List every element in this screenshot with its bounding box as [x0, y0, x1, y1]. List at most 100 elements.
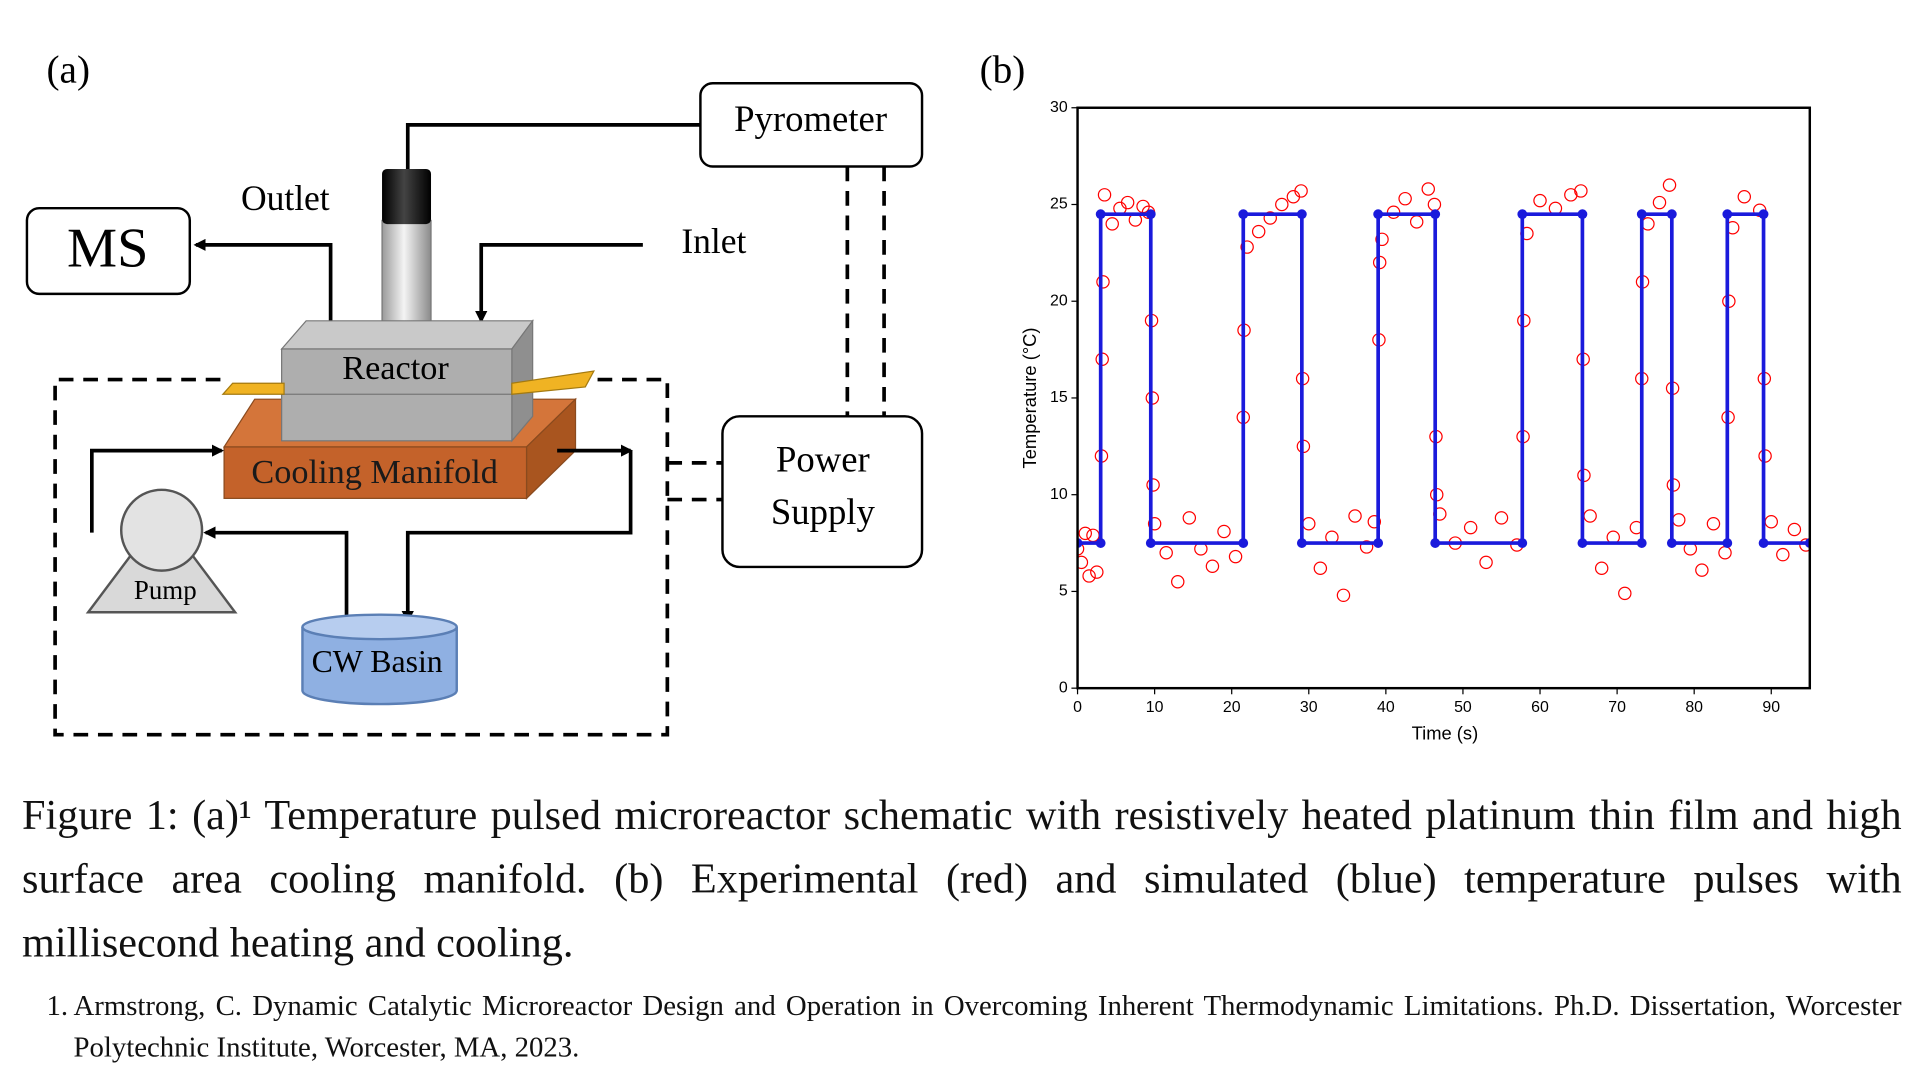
- experimental-point: [1662, 178, 1677, 192]
- x-axis-label: Time (s): [1412, 723, 1479, 744]
- simulated-point: [1577, 209, 1588, 220]
- experimental-point: [1263, 211, 1277, 225]
- coolant-arrow: [90, 444, 225, 533]
- x-tick-label: 80: [1685, 699, 1703, 716]
- simulated-point: [1758, 538, 1769, 548]
- experimental-point: [1251, 224, 1266, 239]
- x-tick-label: 70: [1608, 699, 1626, 716]
- experimental-point: [1367, 515, 1382, 529]
- basin-top: [301, 613, 458, 641]
- experimental-point: [1159, 545, 1173, 560]
- control-loop: [53, 377, 670, 737]
- manifold-label: Cooling Manifold: [251, 453, 498, 491]
- experimental-point: [1171, 575, 1185, 589]
- simulated-point: [1145, 209, 1156, 220]
- footnote: 1. Armstrong, C. Dynamic Catalytic Micro…: [47, 986, 1902, 1069]
- pyrometer-cable: [405, 123, 701, 172]
- experimental-point: [1205, 559, 1220, 574]
- experimental-point: [1302, 516, 1316, 531]
- x-tick-label: 50: [1454, 699, 1472, 716]
- experimental-point: [1421, 182, 1435, 196]
- experimental-point: [1182, 511, 1197, 525]
- outlet-label: Outlet: [241, 178, 330, 218]
- experimental-point: [1077, 555, 1089, 570]
- simulated-point: [1095, 538, 1106, 548]
- x-tick-label: 20: [1223, 699, 1241, 716]
- simulated-point: [1145, 538, 1156, 548]
- experimental-point: [1494, 511, 1509, 525]
- experimental-point: [1409, 215, 1424, 229]
- experimental-point: [1463, 520, 1478, 535]
- experimental-point: [1564, 188, 1578, 202]
- experimental-point: [1096, 275, 1110, 289]
- simulated-point: [1095, 209, 1106, 220]
- schematic: (a) MS Outlet Pyrometer Inlet Cooling Ma…: [25, 48, 924, 737]
- experimental-point: [1652, 195, 1667, 210]
- coolant-arrow: [203, 526, 349, 627]
- x-tick-label: 30: [1300, 699, 1318, 716]
- experimental-point: [1479, 555, 1493, 570]
- footnote-box: 1. Armstrong, C. Dynamic Catalytic Micro…: [47, 986, 1902, 1069]
- basin-label: CW Basin: [312, 644, 443, 679]
- experimental-point: [1120, 195, 1135, 210]
- experimental-point: [1240, 240, 1254, 254]
- coolant-arrow: [401, 450, 633, 624]
- simulated-point: [1577, 538, 1588, 548]
- experimental-point: [1359, 540, 1374, 554]
- experimental-point: [1386, 205, 1401, 219]
- ms-label: MS: [67, 217, 148, 279]
- x-tick-label: 40: [1377, 699, 1395, 716]
- experimental-point: [1077, 542, 1085, 556]
- x-tick-label: 0: [1073, 699, 1082, 716]
- data-layer: [1077, 178, 1810, 603]
- experimental-point: [1618, 586, 1632, 601]
- experimental-point: [1275, 197, 1289, 212]
- experimental-point: [1336, 588, 1351, 603]
- experimental-point: [1672, 513, 1686, 527]
- experimental-point: [1348, 509, 1362, 523]
- y-tick-label: 10: [1050, 486, 1068, 503]
- temperature-chart: (b) 0 10 20 30 40 50 60 70 80 90 0 5 10 15 20 25 30 Time…: [980, 48, 1812, 744]
- y-tick-label: 15: [1050, 389, 1068, 406]
- y-tick-label: 25: [1050, 196, 1068, 213]
- y-tick-label: 0: [1059, 679, 1068, 696]
- experimental-point: [1427, 197, 1442, 212]
- electrode-tab: [221, 382, 285, 395]
- experimental-point: [1574, 184, 1588, 198]
- simulated-point: [1722, 209, 1733, 220]
- plot-frame: [1076, 106, 1812, 690]
- power-supply-label: Power: [776, 438, 870, 479]
- experimental-point: [1294, 184, 1308, 198]
- ms-box: [25, 206, 192, 296]
- plot-area: 0 10 20 30 40 50 60 70 80 90 0 5 10 15 20 25 30: [1050, 99, 1812, 716]
- experimental-point: [1078, 526, 1092, 541]
- reactor-top: [280, 320, 534, 350]
- pump-label: Pump: [134, 575, 197, 605]
- experimental-point: [1718, 545, 1732, 560]
- experimental-point: [1695, 563, 1709, 577]
- experimental-point: [1090, 565, 1104, 579]
- simulated-point: [1517, 538, 1528, 548]
- simulated-point: [1636, 538, 1647, 548]
- simulated-point: [1373, 209, 1384, 220]
- simulated-point: [1636, 209, 1647, 220]
- basin-body: [301, 626, 458, 706]
- experimental-point: [1799, 538, 1810, 552]
- simulated-point: [1666, 538, 1677, 548]
- x-tick-label: 60: [1531, 699, 1549, 716]
- simulated-point: [1758, 209, 1769, 220]
- inlet-arrow: [475, 243, 643, 324]
- experimental-point: [1706, 516, 1721, 531]
- experimental-point: [1776, 547, 1790, 562]
- electrode-tab: [511, 370, 595, 395]
- outlet-arrow: [193, 238, 333, 329]
- simulated-point: [1296, 209, 1307, 220]
- y-axis-label: Temperature (°C): [1019, 327, 1040, 468]
- pyrometer-body: [381, 219, 432, 334]
- simulated-line: [1077, 212, 1810, 545]
- experimental-point: [1533, 193, 1547, 208]
- caption-box: Figure 1: (a)¹ Temperature pulsed micror…: [22, 792, 1902, 966]
- y-tick-label: 20: [1050, 292, 1068, 309]
- pyrometer-label: Pyrometer: [734, 98, 887, 139]
- panel-label: (b): [980, 48, 1026, 91]
